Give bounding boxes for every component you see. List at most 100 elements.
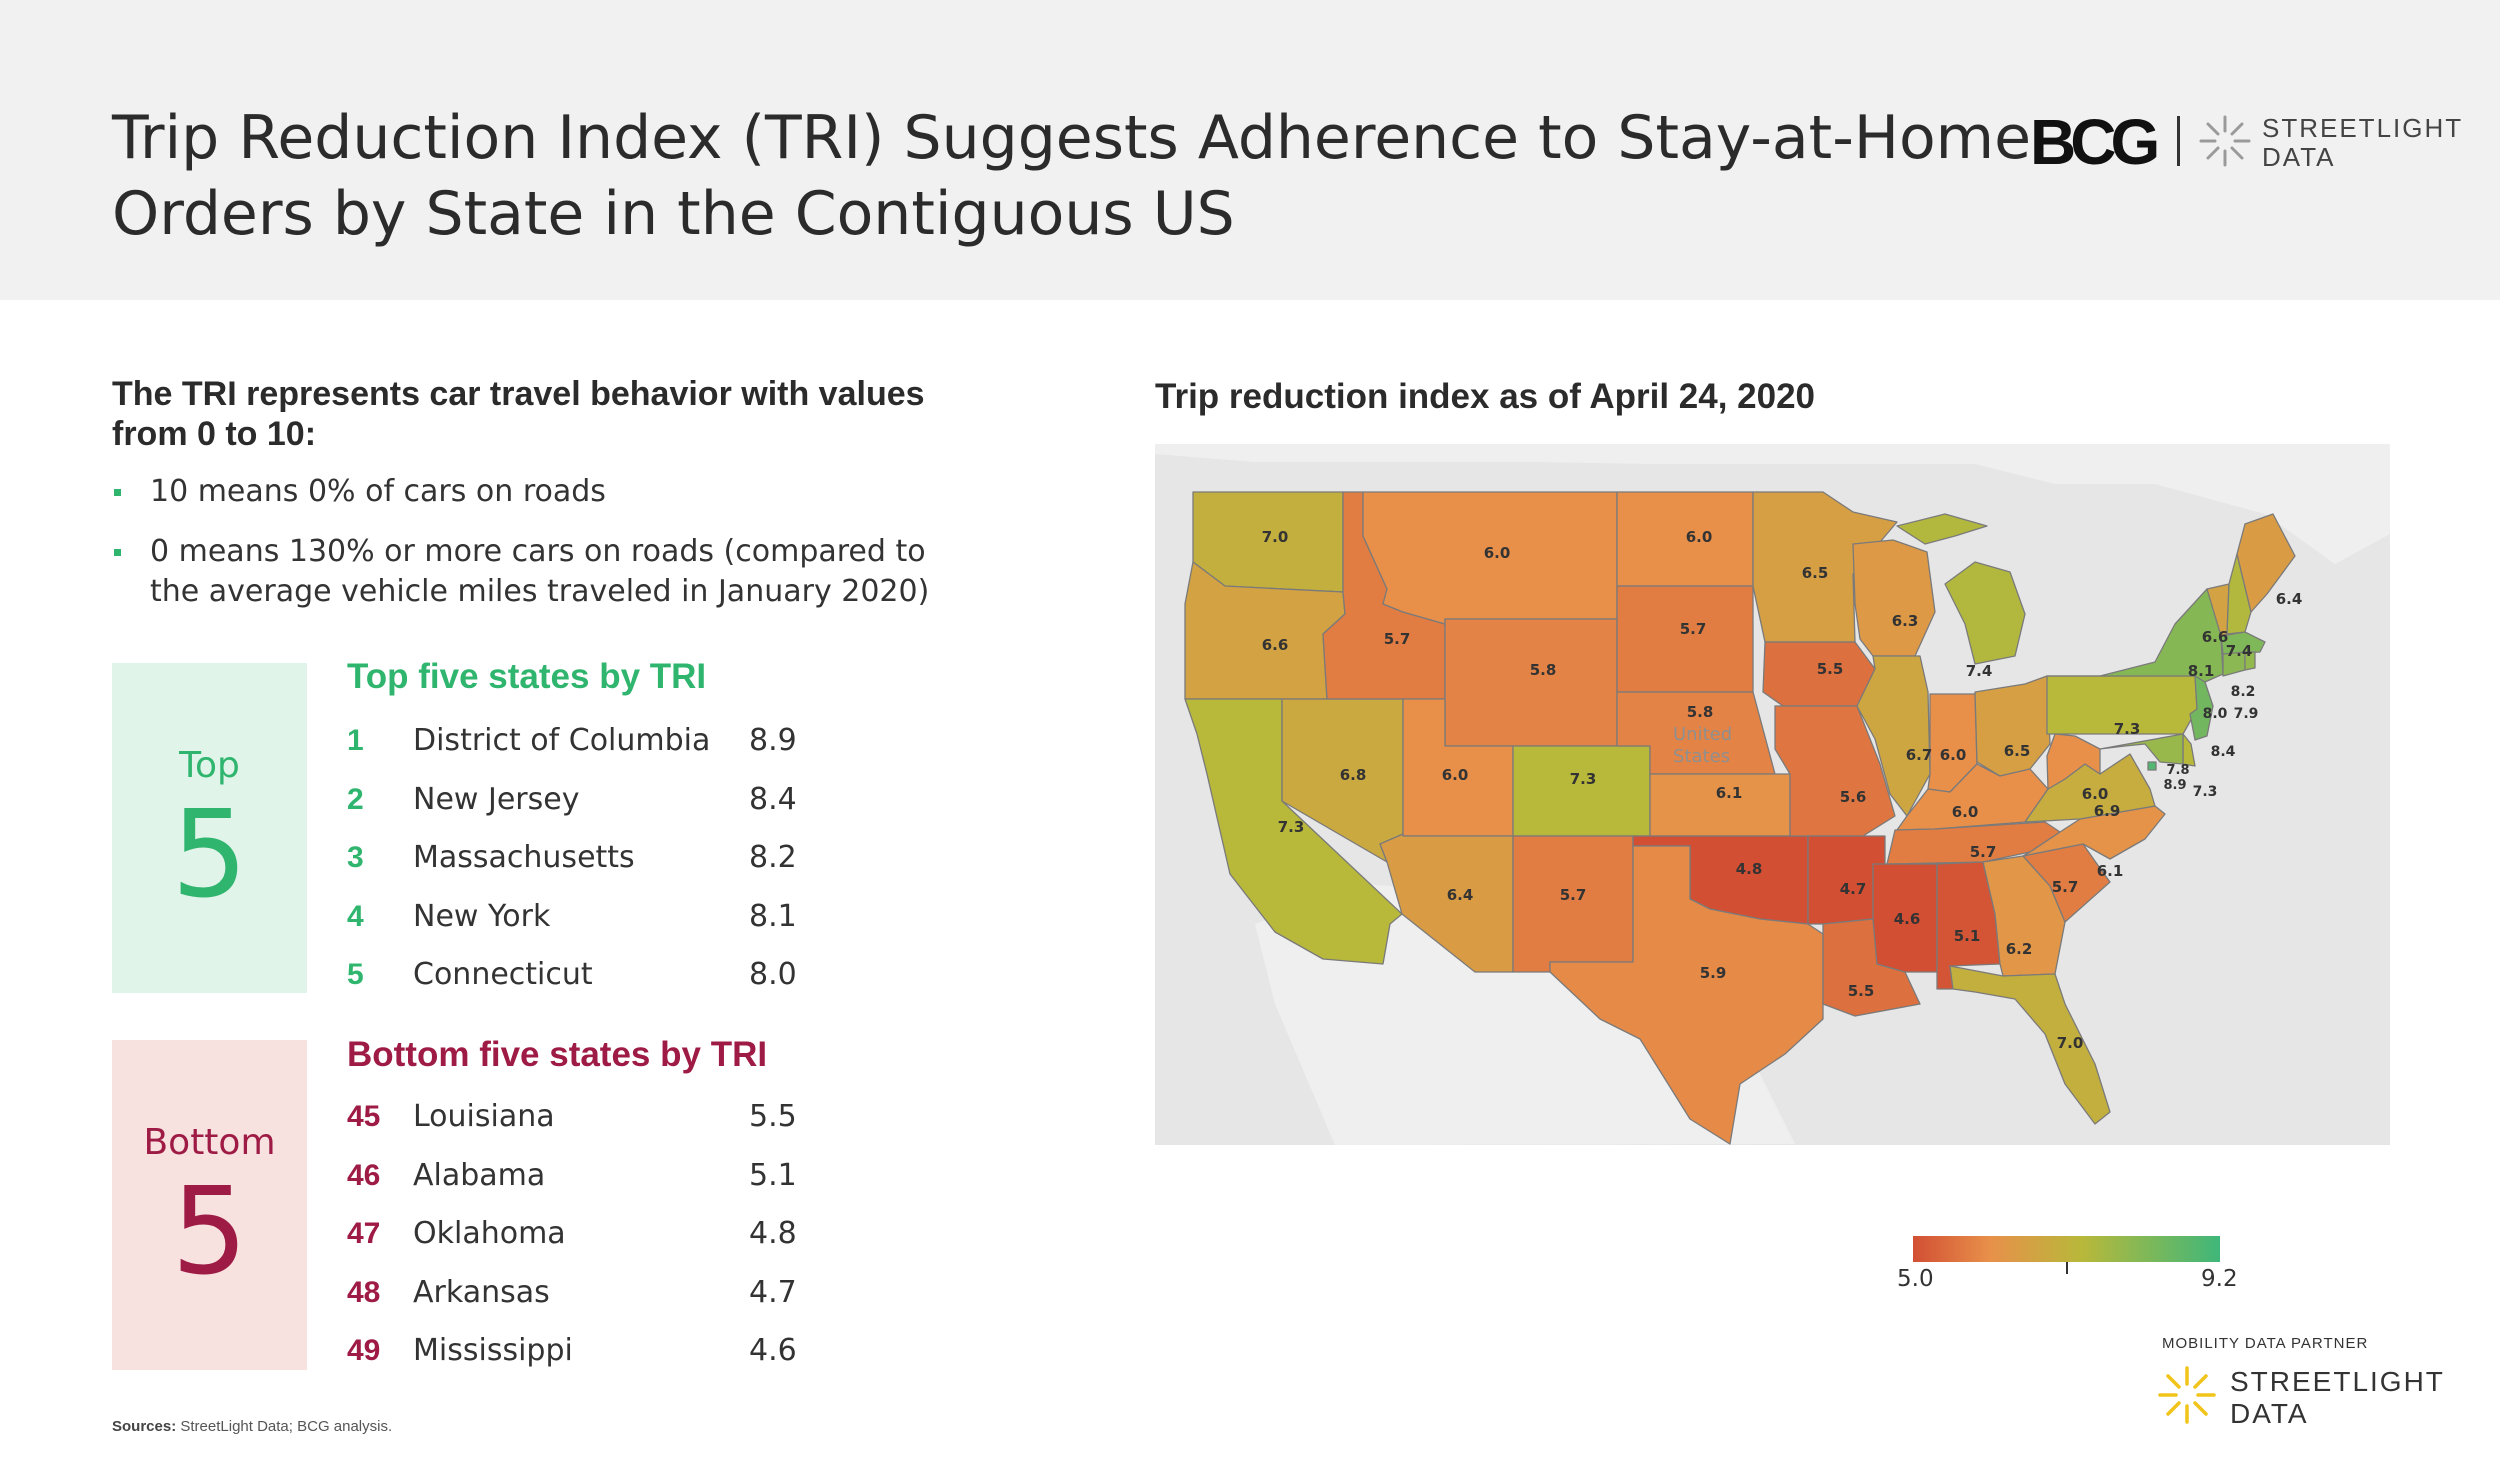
ranking-row: 4 New York 8.1 <box>347 894 827 953</box>
tri-definition-text: 10 means 0% of cars on roads <box>150 474 606 509</box>
top-card-number: 5 <box>171 786 248 925</box>
ranking-row: 5 Connecticut 8.0 <box>347 952 827 1011</box>
background-land <box>1155 444 2390 1145</box>
state-value-label: 4.7 <box>1840 880 1867 898</box>
state-shapes <box>1184 491 2296 1145</box>
tri-value: 5.5 <box>749 1099 797 1134</box>
state-name: Massachusetts <box>413 840 635 875</box>
logo-divider <box>2177 116 2180 166</box>
state-value-label: 7.3 <box>1278 818 1305 836</box>
country-label-line1: United <box>1673 724 1732 745</box>
state-value-label: 6.0 <box>1484 544 1511 562</box>
state-value-label: 8.2 <box>2231 684 2256 700</box>
rank-number: 4 <box>347 899 364 933</box>
state-value-label: 7.3 <box>2193 784 2218 800</box>
tri-value: 8.4 <box>749 781 797 817</box>
rank-number: 3 <box>347 841 364 874</box>
state-shape-fl <box>1949 965 2111 1125</box>
state-value-label: 6.5 <box>1802 564 1829 582</box>
header-band: Trip Reduction Index (TRI) Suggests Adhe… <box>0 0 2500 300</box>
tri-value: 4.8 <box>749 1216 797 1251</box>
streetlight-header-line2: DATA <box>2262 142 2336 172</box>
canada-land <box>1155 444 2390 564</box>
state-value-label: 5.7 <box>2052 878 2079 896</box>
rank-number: 47 <box>347 1217 381 1250</box>
bottom-card-label: Bottom <box>143 1122 276 1163</box>
tri-definition-list: 10 means 0% of cars on roads 0 means 130… <box>112 472 972 632</box>
streetlight-burst-icon <box>2199 115 2251 167</box>
state-value-label: 7.0 <box>2057 1034 2084 1052</box>
legend-tick <box>2066 1262 2068 1274</box>
bottom-five-heading: Bottom five states by TRI <box>347 1035 768 1074</box>
streetlight-header-line1: STREETLIGHT <box>2262 113 2464 143</box>
state-value-label: 4.6 <box>1894 910 1921 928</box>
ranking-row: 1 District of Columbia 8.9 <box>347 718 827 777</box>
state-value-label: 7.9 <box>2234 706 2259 722</box>
ranking-row: 2 New Jersey 8.4 <box>347 777 827 836</box>
tri-value: 4.7 <box>749 1274 797 1310</box>
state-shape-il <box>1856 655 1931 817</box>
state-value-label: 5.5 <box>1848 982 1875 1000</box>
streetlight-logo-header: STREETLIGHT DATA <box>2196 112 2461 175</box>
state-value-label: 5.8 <box>1530 661 1557 679</box>
streetlight-footer-line2: DATA <box>2230 1398 2309 1429</box>
state-value-label: 6.6 <box>1262 636 1289 654</box>
ranking-row: 45 Louisiana 5.5 <box>347 1094 827 1153</box>
bottom-five-list: 45 Louisiana 5.5 46 Alabama 5.1 47 Oklahoma 4.… <box>347 1094 827 1387</box>
state-value-label: 8.4 <box>2211 744 2236 760</box>
state-name: Mississippi <box>413 1333 573 1368</box>
sources-note: Sources: StreetLight Data; BCG analysis. <box>112 1418 392 1435</box>
sources-text: StreetLight Data; BCG analysis. <box>180 1418 393 1435</box>
ranking-row: 48 Arkansas 4.7 <box>347 1270 827 1329</box>
tri-definition-heading: The TRI represents car travel behavior w… <box>112 375 925 453</box>
state-value-label: 6.6 <box>2202 628 2229 646</box>
state-shape-nj <box>2189 675 2214 741</box>
tri-value: 8.2 <box>749 840 797 875</box>
state-shape-nh <box>2226 553 2252 635</box>
state-value-label: 6.1 <box>2097 862 2124 880</box>
tri-definition-item: 10 means 0% of cars on roads <box>112 472 972 512</box>
state-value-label: 6.2 <box>2006 940 2033 958</box>
legend-color-bar <box>1913 1236 2220 1262</box>
state-shape-mn <box>1752 491 1898 643</box>
state-name: New York <box>413 898 551 934</box>
map-svg: 7.0 6.6 7.3 6.8 5.7 6.0 5.8 6.0 6.4 7.3 5.7 6.0 5.7 5… <box>1155 444 2390 1145</box>
bcg-logo: BCG <box>2030 106 2160 178</box>
state-value-label: 6.0 <box>1952 803 1979 821</box>
sources-label: Sources: <box>112 1418 177 1435</box>
state-value-label: 6.3 <box>1892 612 1919 630</box>
state-value-label: 6.0 <box>2082 785 2109 803</box>
state-shape-tx <box>1549 845 1824 1145</box>
state-shape-wy <box>1444 618 1618 747</box>
state-value-label: 7.4 <box>1966 662 1993 680</box>
tri-definition-text: 0 means 130% or more cars on roads (comp… <box>150 534 930 609</box>
tri-value: 8.1 <box>749 898 797 934</box>
map-title: Trip reduction index as of April 24, 202… <box>1155 377 1816 416</box>
rank-number: 2 <box>347 782 364 816</box>
state-value-label: 4.8 <box>1736 860 1763 878</box>
streetlight-logo-footer: STREETLIGHT DATA <box>2154 1362 2443 1433</box>
mobility-partner-label: MOBILITY DATA PARTNER <box>2162 1335 2369 1352</box>
state-shape-sd <box>1616 585 1754 693</box>
bullet-square-icon <box>114 489 121 496</box>
state-shape-mi <box>1896 513 2026 665</box>
title-line-2: Orders by State in the Contiguous US <box>112 179 1235 249</box>
state-shape-nc <box>2022 805 2166 860</box>
bottom-five-card: Bottom 5 <box>112 1040 307 1370</box>
state-value-label: 7.0 <box>1262 528 1289 546</box>
streetlight-burst-icon <box>2158 1366 2216 1424</box>
top-card-label: Top <box>179 745 240 786</box>
state-shape-co <box>1512 745 1651 837</box>
ranking-row: 3 Massachusetts 8.2 <box>347 835 827 894</box>
state-shape-ri <box>2244 651 2256 671</box>
state-value-label: 6.0 <box>1940 746 1967 764</box>
state-value-label: 5.1 <box>1954 927 1981 945</box>
legend-max-label: 9.2 <box>2201 1266 2238 1292</box>
state-shape-md <box>2099 733 2184 765</box>
state-value-label: 6.4 <box>1447 886 1474 904</box>
state-value-label: 6.0 <box>1686 528 1713 546</box>
state-value-label: 7.8 <box>2166 763 2189 778</box>
state-shape-nm <box>1512 835 1634 973</box>
state-value-label: 5.7 <box>1680 620 1707 638</box>
rank-number: 46 <box>347 1158 381 1192</box>
